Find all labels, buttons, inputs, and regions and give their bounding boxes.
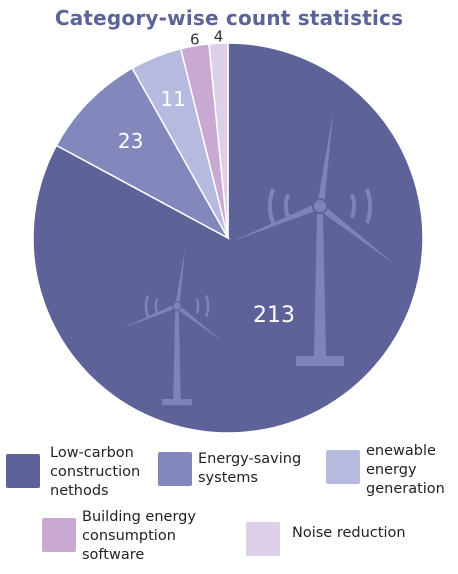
wind-turbine-icon xyxy=(122,247,224,406)
pie-slice-energy-saving xyxy=(55,67,230,240)
data-label-noise: 4 xyxy=(214,28,224,46)
data-label-building-software: 6 xyxy=(190,30,200,48)
legend-label: Building energy consumption software xyxy=(82,509,196,563)
legend-item-energy-saving: Energy-saving systems xyxy=(158,450,301,488)
chart-title: Category-wise count statistics xyxy=(54,6,404,30)
wind-turbine-icon xyxy=(231,111,395,366)
legend-label: Low-carbon construction nethods xyxy=(50,445,141,499)
legend-swatch xyxy=(6,454,40,488)
legend-label: Energy-saving systems xyxy=(198,451,302,486)
legend-item-noise: Noise reduction xyxy=(246,520,406,556)
legend-swatch xyxy=(42,518,76,552)
data-label-energy-saving: 23 xyxy=(118,129,143,153)
data-label-renewable: 11 xyxy=(160,87,185,111)
legend-swatch xyxy=(158,452,192,486)
legend-item-renewable: enewable energy generation xyxy=(326,442,445,499)
legend-label: Noise reduction xyxy=(292,525,406,541)
pie-slices xyxy=(32,42,424,434)
pie-data-labels: 213 23 11 6 4 xyxy=(118,28,295,328)
legend-label: enewable energy generation xyxy=(366,443,445,497)
legend-item-low-carbon: Low-carbon construction nethods xyxy=(6,444,140,501)
legend-swatch xyxy=(326,450,360,484)
legend-item-building-software: Building energy consumption software xyxy=(42,508,196,565)
pie-slice-noise xyxy=(208,42,229,239)
data-label-low-carbon: 213 xyxy=(253,303,295,328)
legend-swatch xyxy=(246,522,280,556)
turbine-decorations xyxy=(122,111,395,406)
pie-chart: 213 23 11 6 4 xyxy=(32,28,424,434)
